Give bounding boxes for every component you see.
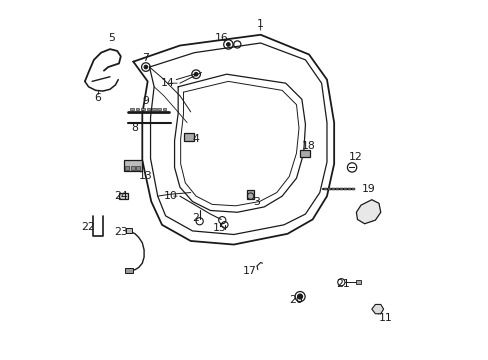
Circle shape [144, 65, 147, 69]
Text: 6: 6 [94, 93, 101, 103]
Text: 9: 9 [142, 96, 149, 106]
Polygon shape [356, 200, 380, 224]
Bar [324, 188, 326, 190]
Bar [130, 108, 134, 110]
Bar [136, 166, 140, 170]
Bar [336, 188, 339, 190]
Bar [146, 108, 150, 110]
Circle shape [297, 294, 302, 299]
Text: 19: 19 [361, 184, 374, 194]
Bar [124, 160, 142, 171]
Bar [152, 108, 155, 110]
Bar [136, 108, 139, 110]
Text: 16: 16 [214, 33, 227, 43]
Text: 14: 14 [160, 78, 174, 88]
Bar [126, 228, 132, 233]
Bar [351, 188, 354, 190]
Bar [125, 166, 129, 170]
Bar [347, 188, 350, 190]
Text: 7: 7 [142, 53, 149, 63]
Text: 17: 17 [243, 266, 256, 276]
Text: 2: 2 [192, 213, 199, 222]
Text: 5: 5 [108, 33, 115, 43]
Text: 8: 8 [131, 123, 138, 133]
Bar [141, 108, 144, 110]
Text: 10: 10 [163, 191, 178, 201]
Bar [247, 190, 253, 199]
Bar [183, 133, 193, 140]
Text: 20: 20 [289, 295, 303, 305]
Text: 3: 3 [253, 197, 260, 207]
Text: 4: 4 [192, 134, 199, 144]
Bar [348, 167, 354, 168]
Circle shape [226, 42, 230, 46]
Bar [328, 188, 330, 190]
Bar [300, 150, 309, 157]
Bar [332, 188, 335, 190]
Text: 13: 13 [139, 171, 152, 181]
Text: 15: 15 [212, 224, 226, 233]
Bar [125, 268, 133, 273]
Text: 24: 24 [114, 191, 127, 201]
Text: 21: 21 [336, 279, 349, 289]
Bar [355, 280, 360, 284]
Circle shape [194, 72, 198, 76]
Bar [119, 193, 127, 199]
Text: 1: 1 [257, 19, 264, 29]
Bar [157, 108, 161, 110]
Bar [344, 188, 346, 190]
Bar [340, 188, 343, 190]
Text: 18: 18 [302, 141, 315, 151]
Bar [131, 166, 135, 170]
Text: 12: 12 [348, 152, 362, 162]
Text: 22: 22 [81, 222, 95, 231]
Text: 23: 23 [114, 227, 127, 237]
Text: 11: 11 [379, 313, 392, 323]
Polygon shape [371, 305, 383, 314]
Bar [163, 108, 166, 110]
